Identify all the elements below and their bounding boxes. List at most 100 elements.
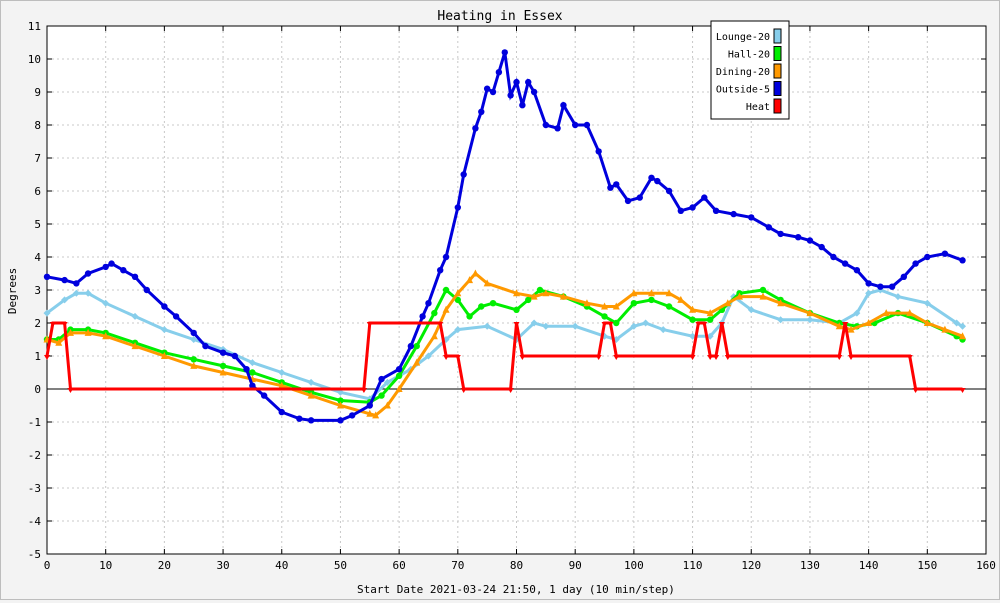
- data-point: [407, 342, 415, 350]
- data-point: [583, 299, 591, 307]
- data-point: [307, 378, 315, 386]
- data-point: [595, 355, 602, 360]
- data-point: [513, 306, 520, 313]
- data-point: [49, 322, 56, 327]
- legend-swatch: [773, 28, 782, 44]
- data-point: [601, 322, 608, 327]
- x-tick-label: 100: [624, 559, 644, 572]
- data-point: [689, 316, 696, 323]
- data-point: [836, 355, 843, 360]
- data-point: [202, 342, 209, 350]
- data-point: [906, 355, 913, 360]
- data-point: [707, 355, 714, 360]
- data-point: [835, 322, 843, 330]
- data-point: [959, 388, 966, 393]
- data-point: [665, 187, 673, 195]
- data-point: [736, 292, 744, 300]
- data-point: [595, 148, 602, 155]
- legend-label: Heat: [746, 102, 770, 113]
- data-point: [243, 366, 250, 373]
- data-point: [454, 326, 462, 334]
- data-point: [44, 355, 50, 360]
- legend-swatch: [773, 81, 782, 96]
- data-point: [777, 299, 785, 307]
- y-axis-label: Degrees: [6, 268, 19, 314]
- data-point: [530, 88, 538, 96]
- data-point: [43, 309, 51, 317]
- data-point: [430, 332, 438, 340]
- data-point: [61, 322, 68, 327]
- data-point: [648, 174, 655, 181]
- data-point: [724, 299, 732, 307]
- data-point: [483, 279, 491, 287]
- data-point: [647, 289, 655, 297]
- data-point: [249, 369, 256, 376]
- y-tick-label: 6: [34, 185, 41, 198]
- data-point: [190, 356, 197, 363]
- series-line: [46, 271, 964, 418]
- series-heat: [44, 321, 966, 393]
- data-point: [501, 49, 508, 56]
- data-point: [713, 355, 720, 360]
- data-point: [483, 85, 491, 92]
- y-tick-label: 8: [34, 119, 41, 132]
- data-point: [478, 303, 485, 310]
- data-point: [689, 305, 697, 313]
- x-tick-label: 110: [683, 559, 703, 572]
- y-tick-label: -4: [28, 515, 42, 528]
- data-point: [677, 207, 685, 214]
- legend: Lounge-20 Hall-20 Dining-20 Outside-5 Heat: [710, 20, 790, 120]
- data-point: [853, 267, 861, 274]
- data-point: [219, 349, 227, 356]
- grid: [47, 26, 986, 554]
- data-point: [219, 362, 227, 370]
- data-point: [706, 316, 714, 323]
- data-point: [830, 253, 837, 261]
- data-point: [695, 322, 702, 327]
- data-point: [542, 121, 550, 129]
- data-point: [55, 338, 63, 346]
- data-point: [131, 342, 139, 350]
- data-point: [906, 309, 914, 317]
- data-point: [161, 303, 168, 310]
- x-tick-label: 130: [800, 559, 820, 572]
- data-point: [160, 352, 168, 359]
- data-point: [777, 316, 785, 324]
- data-point: [278, 381, 286, 389]
- data-point: [900, 273, 908, 280]
- data-point: [248, 359, 256, 367]
- legend-label: Lounge-20: [716, 32, 770, 43]
- data-point: [959, 332, 967, 340]
- data-point: [471, 269, 479, 277]
- data-point: [443, 355, 450, 360]
- data-point: [689, 355, 696, 360]
- legend-swatch: [773, 98, 782, 114]
- y-tick-label: -3: [28, 482, 41, 495]
- data-point: [941, 250, 949, 257]
- data-point: [360, 388, 367, 393]
- x-tick-label: 80: [510, 559, 523, 572]
- data-point: [818, 243, 825, 251]
- data-point: [372, 411, 380, 419]
- data-point: [66, 328, 74, 336]
- data-point: [437, 322, 444, 327]
- data-point: [530, 292, 538, 300]
- data-point: [424, 352, 432, 360]
- data-point: [336, 388, 344, 396]
- data-point: [466, 276, 474, 284]
- data-point: [701, 194, 708, 201]
- data-point: [84, 289, 92, 297]
- y-tick-label: 0: [34, 383, 41, 396]
- x-tick-label: 40: [275, 559, 288, 572]
- data-point: [718, 322, 725, 327]
- data-point: [701, 322, 708, 327]
- data-point: [172, 313, 180, 320]
- data-point: [120, 267, 127, 274]
- legend-label: Outside-5: [716, 85, 770, 96]
- y-tick-label: -2: [28, 449, 41, 462]
- data-point: [677, 295, 685, 303]
- data-point: [624, 197, 632, 205]
- data-point: [601, 302, 609, 310]
- y-tick-label: 4: [34, 251, 41, 264]
